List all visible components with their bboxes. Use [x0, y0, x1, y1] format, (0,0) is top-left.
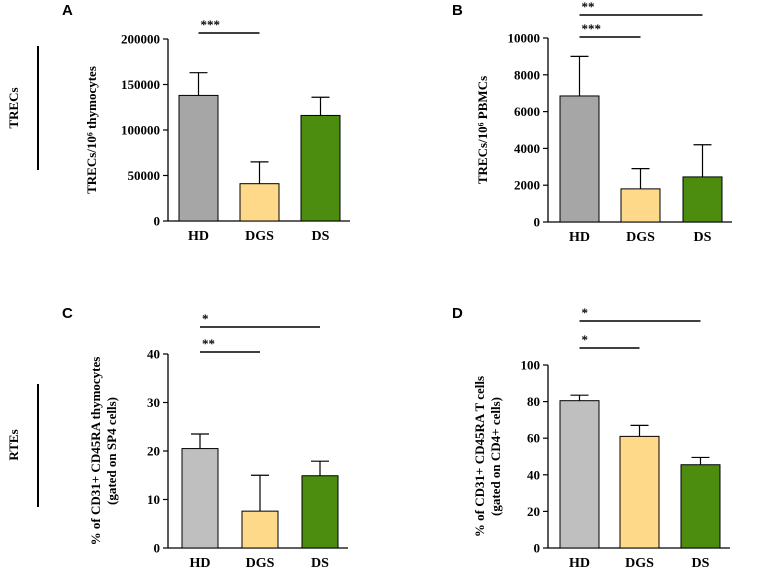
category-label: DS	[311, 556, 329, 571]
y-tick-label: 30	[147, 395, 160, 410]
panel-letter: B	[452, 2, 463, 19]
y-axis-label-2: (gated on SP4 cells)	[104, 397, 119, 505]
y-axis-label: % of CD31+ CD45RA thymocytes	[88, 357, 103, 546]
bar-ds	[680, 464, 721, 549]
y-tick-label: 2000	[514, 178, 540, 193]
y-tick-label: 50000	[128, 168, 161, 183]
bar-dgs	[620, 188, 661, 223]
significance-label: ***	[201, 17, 221, 32]
panel-letter: C	[62, 305, 73, 322]
significance-label: **	[202, 336, 215, 351]
row-label-trecs: TRECs	[6, 87, 21, 128]
panel-b: B 0 2000 4000 6000 8000 10000 TRECs/10⁶ PBMCs HD…	[452, 0, 732, 245]
y-tick-label: 6000	[514, 104, 540, 119]
y-axis-label: TRECs/10⁶ PBMCs	[475, 76, 490, 184]
category-label: DGS	[245, 229, 274, 244]
y-axis-label-2: (gated on CD4+ cells)	[488, 397, 503, 516]
bar-hd	[181, 448, 219, 549]
category-label: HD	[190, 556, 211, 571]
bar-dgs	[241, 510, 279, 549]
y-tick-label: 150000	[121, 77, 160, 92]
y-tick-label: 4000	[514, 141, 540, 156]
significance-label: *	[202, 311, 209, 326]
category-label: DGS	[626, 230, 655, 245]
y-tick-label: 20	[147, 444, 160, 459]
y-tick-label: 0	[534, 215, 541, 230]
y-tick-label: 20	[527, 504, 540, 519]
panel-letter: A	[62, 2, 73, 19]
y-tick-label: 0	[534, 541, 541, 556]
bar-ds	[682, 176, 723, 223]
y-tick-label: 60	[527, 431, 540, 446]
bar-dgs	[239, 183, 280, 222]
category-label: HD	[569, 230, 590, 245]
y-axis-label: % of CD31+ CD45RA T cells	[472, 376, 487, 537]
y-tick-label: 10000	[508, 31, 541, 46]
bar-ds	[301, 475, 339, 549]
panel-a: A 0 50000 100000 150000 200000 TRECs/10⁶ thymo…	[62, 2, 350, 244]
bar-ds	[300, 114, 341, 222]
bar-dgs	[619, 435, 660, 549]
y-tick-label: 10	[147, 492, 160, 507]
panel-letter: D	[452, 305, 463, 322]
category-label: DS	[692, 556, 710, 571]
category-label: DS	[312, 229, 330, 244]
y-tick-label: 8000	[514, 67, 540, 82]
y-tick-label: 40	[527, 467, 540, 482]
y-tick-label: 40	[147, 347, 160, 362]
y-tick-label: 0	[154, 214, 161, 229]
y-tick-label: 80	[527, 394, 540, 409]
category-label: DGS	[625, 556, 654, 571]
y-tick-label: 200000	[121, 32, 160, 47]
y-tick-label: 100	[521, 358, 541, 373]
significance-label: **	[582, 0, 595, 14]
panel-c: C 0 10 20 30 40 % of CD31+ CD45RA thymocytes (g…	[62, 305, 348, 571]
bar-hd	[178, 94, 219, 222]
panel-d: D 0 20 40 60 80 100 % of CD31+ CD45RA T cells (g…	[452, 305, 730, 571]
y-tick-label: 100000	[121, 123, 160, 138]
significance-label: ***	[582, 21, 602, 36]
category-label: DS	[694, 230, 712, 245]
category-label: HD	[569, 556, 590, 571]
bar-hd	[559, 400, 600, 549]
significance-label: *	[582, 305, 589, 320]
y-axis-label: TRECs/10⁶ thymocytes	[84, 66, 99, 194]
bar-hd	[559, 95, 600, 223]
category-label: HD	[188, 229, 209, 244]
significance-label: *	[582, 332, 589, 347]
y-tick-label: 0	[154, 541, 161, 556]
row-label-rtes: RTEs	[6, 429, 21, 460]
category-label: DGS	[246, 556, 275, 571]
